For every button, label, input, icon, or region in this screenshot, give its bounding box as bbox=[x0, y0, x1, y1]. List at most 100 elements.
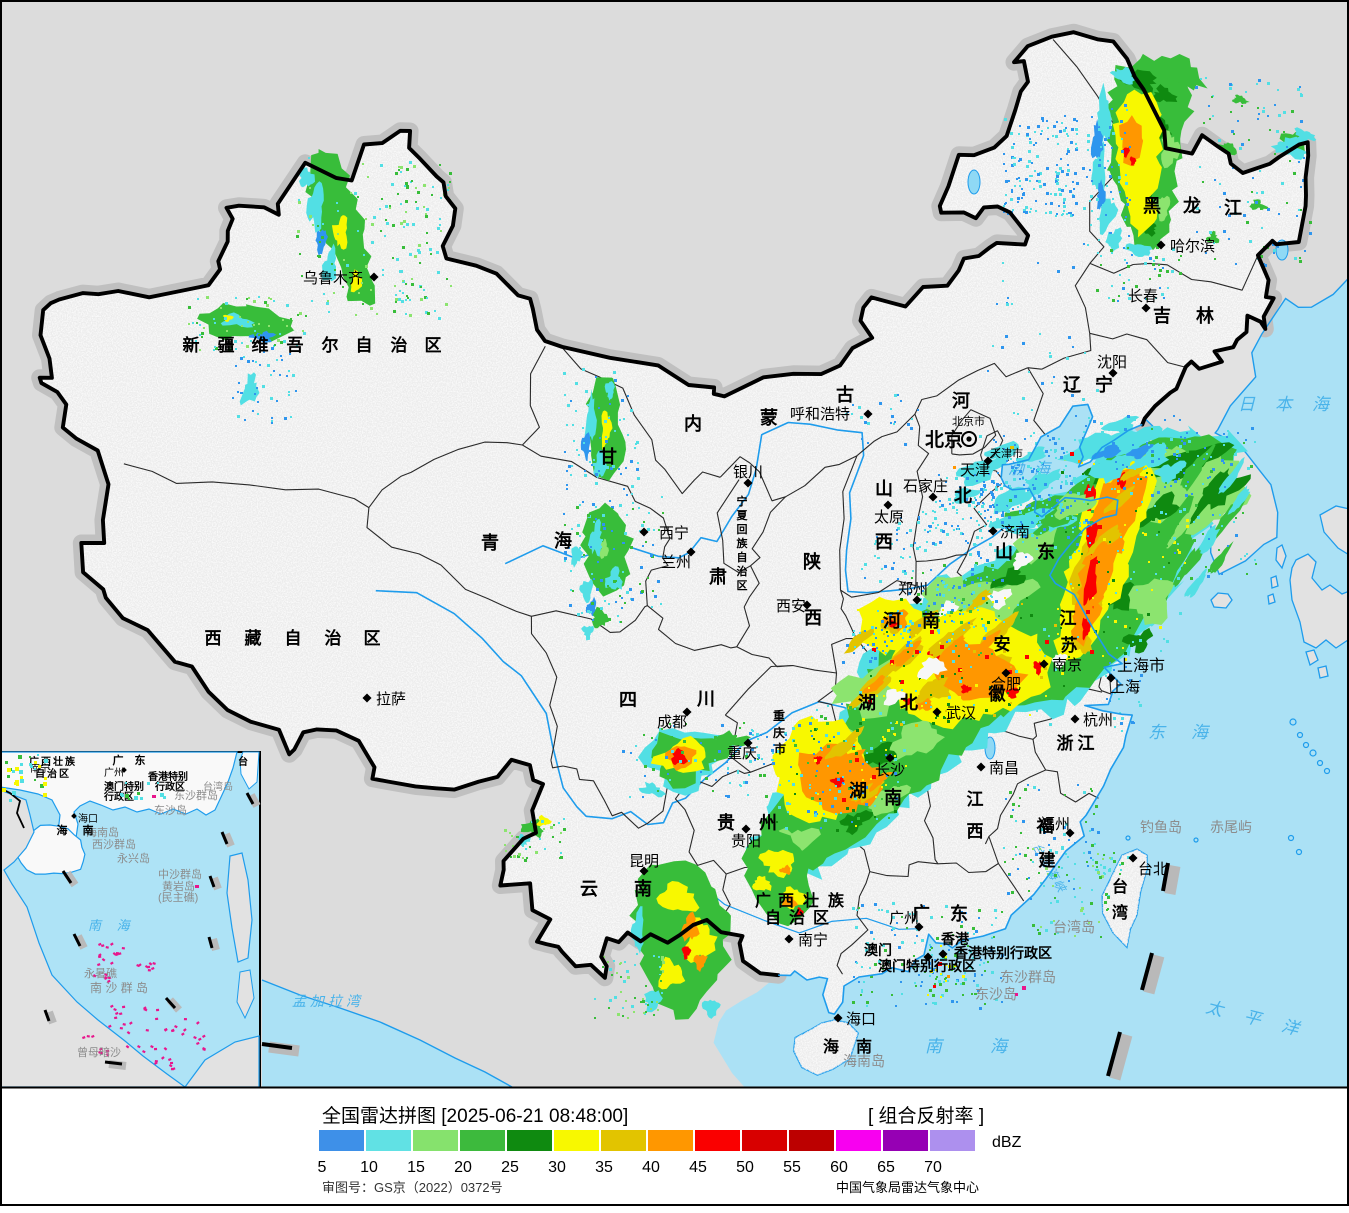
svg-text:济南: 济南 bbox=[1000, 524, 1030, 541]
svg-text:审图号：GS京（2022）0372号: 审图号：GS京（2022）0372号 bbox=[322, 1180, 503, 1195]
svg-text:北: 北 bbox=[954, 486, 972, 506]
svg-text:20: 20 bbox=[454, 1159, 472, 1176]
svg-text:dBZ: dBZ bbox=[992, 1134, 1022, 1151]
svg-text:安: 安 bbox=[994, 634, 1011, 654]
svg-text:太原: 太原 bbox=[874, 509, 904, 526]
svg-text:昆明: 昆明 bbox=[629, 853, 659, 870]
svg-text:维: 维 bbox=[252, 335, 269, 355]
svg-text:长沙: 长沙 bbox=[875, 762, 905, 779]
svg-text:乌鲁木齐: 乌鲁木齐 bbox=[303, 270, 363, 287]
svg-text:北: 北 bbox=[900, 693, 918, 713]
svg-text:天津: 天津 bbox=[960, 462, 990, 479]
svg-text:治: 治 bbox=[47, 767, 57, 780]
svg-text:东: 东 bbox=[1037, 541, 1055, 562]
svg-text:吉: 吉 bbox=[1153, 305, 1171, 326]
svg-text:建: 建 bbox=[1039, 850, 1056, 870]
svg-text:族: 族 bbox=[737, 536, 749, 550]
svg-text:治: 治 bbox=[737, 564, 748, 578]
svg-text:浙: 浙 bbox=[1057, 733, 1074, 753]
svg-text:夏: 夏 bbox=[737, 509, 749, 522]
svg-text:治: 治 bbox=[391, 335, 408, 355]
svg-text:中沙群岛: 中沙群岛 bbox=[158, 867, 202, 881]
svg-text:10: 10 bbox=[360, 1159, 378, 1176]
svg-text:西: 西 bbox=[804, 608, 822, 628]
svg-text:35: 35 bbox=[595, 1159, 613, 1176]
svg-text:海口: 海口 bbox=[846, 1011, 876, 1028]
svg-text:广: 广 bbox=[755, 891, 771, 910]
svg-text:自: 自 bbox=[356, 335, 373, 355]
svg-text:台湾岛: 台湾岛 bbox=[203, 780, 233, 793]
svg-text:南: 南 bbox=[83, 823, 94, 837]
svg-text:市: 市 bbox=[774, 741, 786, 756]
svg-text:北京: 北京 bbox=[925, 428, 963, 451]
svg-text:壮: 壮 bbox=[53, 755, 63, 768]
svg-text:壮: 壮 bbox=[803, 891, 819, 910]
svg-text:香港: 香港 bbox=[940, 931, 970, 947]
svg-text:湾: 湾 bbox=[1112, 903, 1128, 922]
svg-text:肃: 肃 bbox=[709, 566, 727, 587]
svg-text:武汉: 武汉 bbox=[946, 705, 976, 722]
svg-text:南海: 南海 bbox=[925, 1037, 1055, 1056]
svg-text:60: 60 bbox=[830, 1159, 848, 1176]
svg-text:海: 海 bbox=[57, 823, 68, 837]
svg-text:30: 30 bbox=[548, 1159, 566, 1176]
svg-text:南京: 南京 bbox=[1052, 657, 1082, 674]
svg-text:山: 山 bbox=[995, 542, 1013, 562]
svg-text:东: 东 bbox=[135, 753, 146, 767]
svg-text:南昌: 南昌 bbox=[989, 760, 1019, 777]
svg-text:台: 台 bbox=[238, 755, 248, 768]
svg-text:永暑礁: 永暑礁 bbox=[84, 966, 117, 980]
svg-text:陕: 陕 bbox=[803, 551, 821, 572]
svg-text:江: 江 bbox=[1224, 198, 1242, 218]
svg-text:兰州: 兰州 bbox=[661, 554, 691, 571]
svg-text:55: 55 bbox=[783, 1159, 801, 1176]
svg-text:福州: 福州 bbox=[1040, 816, 1070, 833]
svg-text:川: 川 bbox=[696, 689, 715, 709]
svg-text:四: 四 bbox=[619, 690, 637, 710]
svg-text:江: 江 bbox=[1060, 609, 1077, 628]
svg-text:江: 江 bbox=[1078, 734, 1095, 753]
svg-text:龙: 龙 bbox=[1183, 195, 1201, 216]
svg-text:徽: 徽 bbox=[988, 684, 1007, 704]
svg-text:15: 15 bbox=[407, 1159, 425, 1176]
svg-text:区: 区 bbox=[59, 768, 69, 780]
svg-text:宁: 宁 bbox=[737, 494, 748, 508]
svg-text:哈尔滨: 哈尔滨 bbox=[1170, 238, 1215, 255]
svg-text:东海: 东海 bbox=[1148, 723, 1234, 742]
svg-text:西宁: 西宁 bbox=[659, 525, 689, 542]
svg-text:澳门特别行政区: 澳门特别行政区 bbox=[878, 958, 976, 974]
svg-text:上海: 上海 bbox=[1110, 679, 1140, 696]
svg-text:区: 区 bbox=[364, 629, 381, 648]
svg-text:东沙群岛: 东沙群岛 bbox=[174, 788, 218, 802]
svg-text:东沙岛: 东沙岛 bbox=[975, 986, 1017, 1002]
svg-text:广州: 广州 bbox=[104, 767, 124, 779]
svg-text:沈阳: 沈阳 bbox=[1097, 354, 1127, 371]
svg-text:郑州: 郑州 bbox=[898, 581, 928, 598]
svg-text:南: 南 bbox=[922, 610, 940, 631]
svg-text:台: 台 bbox=[1112, 877, 1128, 896]
svg-text:南宁: 南宁 bbox=[30, 762, 50, 775]
svg-text:澳门特别: 澳门特别 bbox=[104, 780, 144, 793]
svg-text:自: 自 bbox=[285, 628, 302, 648]
svg-text:尔: 尔 bbox=[322, 335, 339, 355]
svg-text:江: 江 bbox=[967, 790, 984, 809]
svg-text:南宁: 南宁 bbox=[798, 932, 828, 949]
svg-text:青: 青 bbox=[481, 533, 499, 553]
svg-text:成都: 成都 bbox=[657, 714, 687, 731]
svg-text:蒙: 蒙 bbox=[760, 408, 778, 428]
svg-text:50: 50 bbox=[736, 1159, 754, 1176]
svg-text:南: 南 bbox=[884, 787, 902, 808]
svg-text:65: 65 bbox=[877, 1159, 895, 1176]
svg-text:贵阳: 贵阳 bbox=[731, 833, 761, 850]
svg-text:40: 40 bbox=[642, 1159, 660, 1176]
svg-text:族: 族 bbox=[65, 755, 76, 768]
svg-text:永兴岛: 永兴岛 bbox=[117, 851, 150, 865]
svg-text:海口: 海口 bbox=[78, 812, 98, 825]
svg-text:内: 内 bbox=[684, 413, 702, 434]
svg-text:族: 族 bbox=[828, 891, 845, 910]
svg-text:东沙岛: 东沙岛 bbox=[154, 803, 187, 817]
svg-text:新: 新 bbox=[183, 335, 200, 355]
svg-text:海南岛: 海南岛 bbox=[86, 825, 119, 839]
svg-text:自: 自 bbox=[35, 767, 45, 780]
svg-text:行政区: 行政区 bbox=[103, 790, 134, 803]
